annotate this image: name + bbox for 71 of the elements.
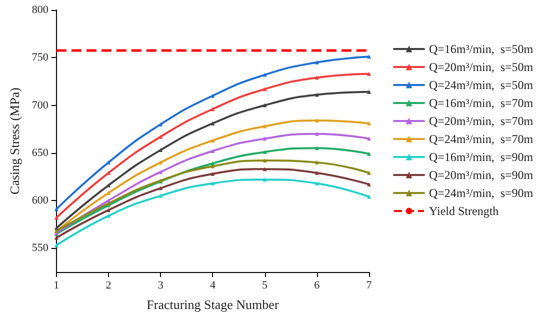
point [106, 190, 110, 195]
point [158, 170, 163, 174]
point [367, 136, 371, 141]
x-tick-label: 6 [314, 280, 320, 292]
legend-label: Q=16m³/min, s=50m [429, 42, 534, 56]
point [210, 149, 215, 154]
point [262, 167, 267, 172]
point [314, 92, 319, 97]
line-series [54, 54, 371, 212]
legend-label: Yield Strength [429, 204, 499, 218]
point [262, 150, 267, 154]
point [262, 87, 267, 92]
point [210, 107, 215, 112]
line-series [54, 178, 371, 248]
x-tick-label: 7 [366, 280, 372, 292]
point [158, 194, 163, 198]
y-tick-label: 700 [32, 99, 49, 112]
y-tick-label: 800 [32, 4, 49, 16]
point [210, 181, 215, 186]
legend-label: Q=24m³/min, s=90m [429, 186, 534, 200]
point [314, 160, 319, 164]
point [106, 208, 110, 212]
x-axis-title: Fracturing Stage Number [146, 297, 280, 312]
legend-label: Q=20m³/min, s=90m [429, 168, 534, 182]
point [262, 72, 267, 77]
x-tick-label: 2 [106, 280, 112, 292]
point [367, 194, 371, 199]
y-tick-label: 750 [32, 52, 49, 64]
point [106, 214, 110, 218]
point [367, 152, 371, 156]
point [314, 118, 319, 123]
x-tick-label: 4 [210, 280, 216, 292]
point [210, 138, 215, 143]
point [367, 170, 371, 175]
y-tick-label: 650 [32, 146, 49, 159]
point [158, 160, 163, 164]
point [262, 103, 267, 108]
point [106, 198, 110, 203]
point [210, 172, 215, 176]
point [262, 178, 267, 182]
legend-label: Q=24m³/min, s=50m [429, 78, 534, 92]
point [367, 121, 371, 126]
point [314, 132, 319, 136]
y-tick-label: 550 [32, 242, 49, 254]
point [262, 136, 267, 141]
y-tick-label: 600 [32, 194, 49, 207]
x-tick-label: 5 [262, 280, 268, 292]
point [158, 148, 163, 152]
point [158, 122, 163, 126]
point [367, 54, 371, 59]
x-tick-label: 3 [158, 280, 164, 292]
line-series [54, 158, 371, 234]
x-tick-label: 1 [54, 280, 60, 292]
legend-label: Q=20m³/min, s=50m [429, 60, 534, 74]
point [314, 181, 319, 186]
point [210, 161, 215, 166]
point [314, 170, 319, 175]
point [367, 182, 371, 186]
point [314, 60, 319, 64]
legend-label: Q=20m³/min, s=70m [429, 114, 534, 128]
y-axis-title: Casing Stress (MPa) [7, 88, 22, 194]
legend-label: Q=16m³/min, s=70m [429, 96, 534, 110]
point [210, 121, 215, 126]
line-series [54, 72, 371, 220]
legend-label: Q=16m³/min, s=90m [429, 150, 534, 164]
point [262, 158, 267, 163]
point [367, 90, 371, 94]
point [367, 72, 371, 76]
legend-label: Q=24m³/min, s=70m [429, 132, 534, 146]
line-series [54, 167, 371, 240]
point [54, 243, 58, 248]
